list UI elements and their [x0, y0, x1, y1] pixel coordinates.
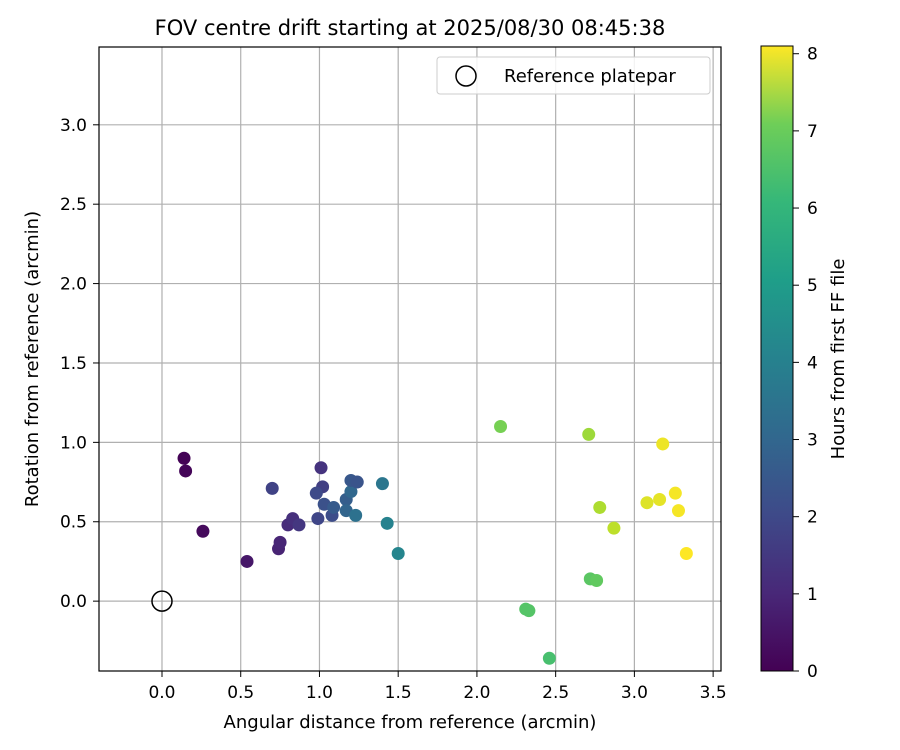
data-point: [314, 461, 328, 475]
colorbar-tick-label: 2: [807, 508, 818, 528]
y-tick-label: 1.0: [60, 433, 87, 453]
data-point: [350, 475, 364, 489]
data-point: [327, 500, 341, 514]
x-tick-label: 3.5: [700, 683, 727, 703]
data-point: [593, 500, 607, 514]
reference-marker: [151, 590, 173, 612]
data-point: [349, 508, 363, 522]
data-point: [273, 535, 287, 549]
y-tick-label: 2.0: [60, 275, 87, 295]
colorbar: 0 1 2 3 4 5 6 7 8 Hours from first FF file: [760, 45, 849, 682]
data-point: [196, 524, 210, 538]
legend-reference-marker: [455, 65, 477, 87]
x-tick-label: 1.5: [385, 683, 412, 703]
colorbar-gradient: [760, 45, 794, 672]
data-point: [240, 554, 254, 568]
y-tick-label: 1.5: [60, 354, 87, 374]
y-tick-label: 3.0: [60, 116, 87, 136]
y-tick-label: 0.5: [60, 513, 87, 533]
data-point: [375, 477, 389, 491]
legend-label: Reference platepar: [504, 66, 676, 87]
data-point: [640, 496, 654, 510]
plot-frame: [98, 46, 722, 672]
data-point: [656, 437, 670, 451]
data-point: [265, 481, 279, 495]
grid-lines: [99, 47, 721, 671]
x-tick-label: 3.0: [621, 683, 648, 703]
data-point: [311, 512, 325, 526]
data-point: [494, 419, 508, 433]
data-point: [177, 451, 191, 465]
data-point: [292, 518, 306, 532]
colorbar-ticks: 0 1 2 3 4 5 6 7 8: [793, 45, 818, 682]
y-axis-label: Rotation from reference (arcmin): [22, 211, 43, 507]
legend: Reference platepar: [436, 56, 711, 95]
colorbar-tick-label: 7: [807, 122, 818, 142]
x-axis-label: Angular distance from reference (arcmin): [224, 712, 597, 733]
x-tick-label: 0.5: [227, 683, 254, 703]
reference-point: [151, 590, 173, 612]
x-tick-label: 2.0: [463, 683, 490, 703]
data-point: [542, 651, 556, 665]
data-point: [380, 516, 394, 530]
colorbar-tick-label: 4: [807, 353, 818, 373]
x-tick-label: 2.5: [542, 683, 569, 703]
colorbar-tick-label: 1: [807, 585, 818, 605]
x-tick-label: 0.0: [148, 683, 175, 703]
chart-title: FOV centre drift starting at 2025/08/30 …: [155, 16, 666, 40]
y-tick-label: 2.5: [60, 195, 87, 215]
data-points: [177, 419, 693, 665]
colorbar-label: Hours from first FF file: [828, 259, 849, 460]
colorbar-tick-label: 6: [807, 199, 818, 219]
data-point: [671, 504, 685, 518]
data-point: [590, 573, 604, 587]
x-tick-label: 1.0: [306, 683, 333, 703]
colorbar-tick-label: 8: [807, 45, 818, 65]
colorbar-tick-label: 3: [807, 431, 818, 451]
colorbar-tick-label: 5: [807, 276, 818, 296]
data-point: [179, 464, 193, 478]
data-point: [522, 604, 536, 618]
legend-box: [436, 56, 711, 95]
data-point: [391, 547, 405, 561]
data-point: [309, 486, 323, 500]
data-point: [653, 493, 667, 507]
data-point: [679, 547, 693, 561]
data-point: [344, 485, 358, 499]
colorbar-tick-label: 0: [807, 662, 818, 682]
y-tick-label: 0.0: [60, 592, 87, 612]
data-point: [668, 486, 682, 500]
data-point: [607, 521, 621, 535]
y-axis-ticks: 0.0 0.5 1.0 1.5 2.0 2.5 3.0: [60, 116, 99, 612]
x-axis-ticks: 0.0 0.5 1.0 1.5 2.0 2.5 3.0 3.5: [148, 671, 727, 703]
data-point: [582, 427, 596, 441]
